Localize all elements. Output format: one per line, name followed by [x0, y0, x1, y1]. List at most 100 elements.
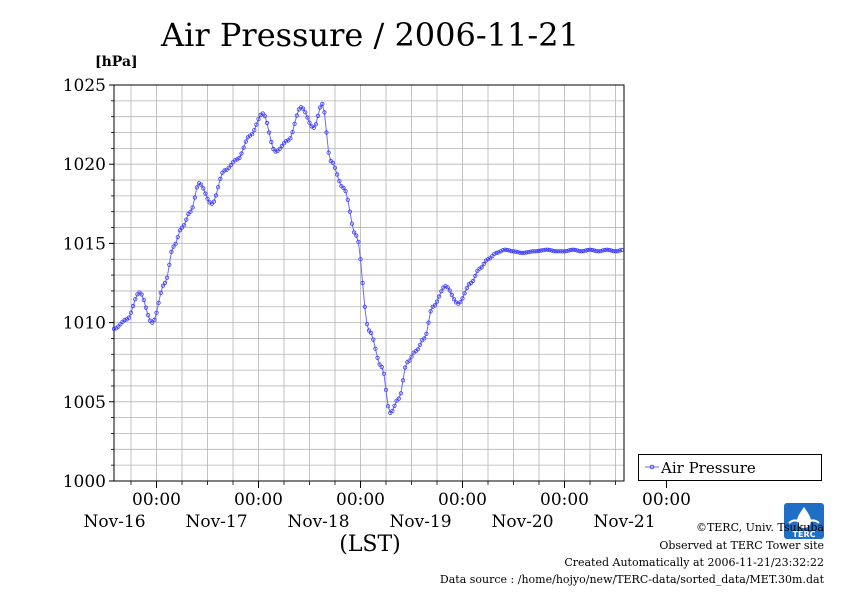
data-point [347, 209, 352, 214]
data-point [222, 168, 227, 173]
data-point [402, 365, 408, 370]
data-point [171, 244, 176, 249]
data-point [186, 211, 191, 217]
data-point [436, 294, 442, 299]
data-point [311, 125, 316, 130]
data-point [305, 115, 310, 120]
data-point [341, 185, 346, 191]
data-point [385, 404, 391, 409]
copyright-text: ©TERC, Univ. Tsukuba [695, 521, 824, 534]
data-point [239, 151, 244, 156]
x-tick-time-label: 00:00 [438, 490, 487, 510]
data-point [371, 337, 376, 342]
data-point [555, 249, 561, 254]
data-point [273, 149, 278, 154]
data-point [250, 132, 255, 137]
data-point [449, 292, 454, 297]
data-point [600, 248, 605, 253]
data-point [443, 284, 448, 289]
data-point [283, 139, 289, 144]
terc-logo-icon: TERC [784, 503, 824, 539]
data-point [260, 111, 265, 116]
data-point [490, 254, 495, 259]
legend-marker-icon [645, 464, 659, 470]
data-point [188, 209, 193, 214]
data-point [145, 312, 151, 318]
data-point [396, 396, 401, 401]
data-point [460, 296, 465, 301]
data-point [462, 291, 467, 296]
observed-text: Observed at TERC Tower site [659, 539, 824, 552]
data-point [141, 297, 146, 303]
data-point [451, 297, 457, 302]
data-point [609, 248, 614, 253]
data-point [422, 336, 427, 341]
data-point [364, 322, 369, 327]
data-point [398, 391, 403, 396]
data-point [502, 247, 508, 252]
data-point [519, 250, 525, 255]
data-point [579, 249, 584, 254]
data-point [162, 280, 168, 286]
data-point [175, 235, 180, 240]
data-point [547, 247, 552, 253]
data-point [585, 247, 591, 253]
data-point [617, 248, 622, 253]
data-point [439, 289, 444, 294]
data-point [279, 143, 284, 149]
data-point [511, 249, 516, 254]
data-point [334, 172, 340, 177]
legend-entry-air-pressure: Air Pressure [661, 459, 756, 477]
data-point [211, 199, 216, 204]
y-tick-label: 1005 [63, 393, 106, 413]
data-point [337, 179, 342, 184]
data-point [543, 247, 548, 252]
data-point [526, 250, 531, 255]
data-point [575, 248, 580, 253]
x-tick-date-label: Nov-20 [491, 512, 553, 532]
data-point [362, 304, 367, 309]
data-point [409, 354, 414, 359]
data-point [394, 398, 399, 403]
data-point [545, 247, 550, 252]
data-point [111, 326, 117, 331]
data-point [536, 248, 542, 253]
data-point [169, 249, 174, 254]
data-point [354, 233, 359, 238]
data-point [192, 195, 197, 200]
data-point [343, 189, 348, 194]
y-tick-label: 1020 [63, 155, 106, 175]
data-point [269, 139, 274, 145]
data-point [233, 158, 238, 163]
data-point [383, 387, 389, 392]
data-point [602, 247, 608, 253]
data-point [532, 249, 537, 254]
x-tick-time-label: 00:00 [132, 490, 181, 510]
data-point [594, 249, 599, 254]
data-point [494, 250, 499, 255]
data-point [509, 249, 514, 254]
data-point [611, 249, 616, 254]
data-point [349, 221, 355, 226]
data-point [415, 347, 420, 352]
y-tick-label: 1025 [63, 76, 106, 96]
y-tick-label: 1000 [63, 472, 106, 492]
x-tick-date-label: Nov-21 [593, 512, 655, 532]
data-point [470, 278, 476, 283]
data-point [220, 170, 225, 175]
x-tick-time-label: 00:00 [642, 490, 691, 510]
data-point [498, 249, 503, 254]
data-point [226, 165, 231, 170]
data-point [564, 249, 569, 254]
data-point [128, 310, 134, 315]
data-point [507, 248, 512, 253]
data-point [131, 303, 136, 309]
data-point [619, 247, 625, 253]
data-point [303, 110, 308, 115]
data-point [205, 196, 210, 201]
data-point [541, 248, 546, 253]
data-point [534, 249, 540, 254]
data-point [487, 256, 493, 261]
data-point [190, 205, 195, 210]
data-point [417, 342, 423, 347]
